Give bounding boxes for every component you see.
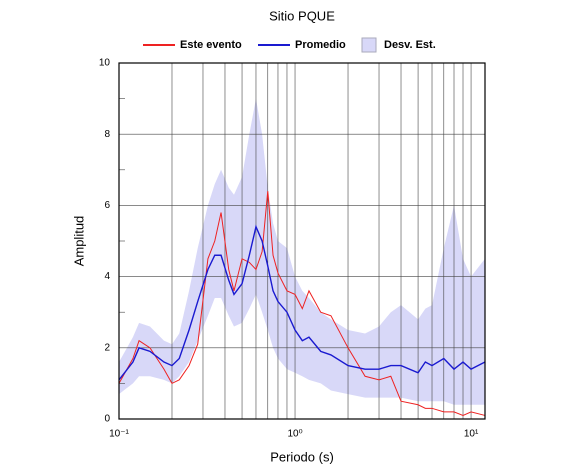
- y-tick-label: 2: [104, 342, 110, 353]
- series-line: [118, 191, 486, 416]
- y-tick-label: 10: [99, 58, 111, 69]
- y-axis-label: Amplitud: [71, 216, 86, 267]
- x-axis-label: Periodo (s): [270, 449, 334, 464]
- x-tick-label: 10¹: [464, 429, 479, 440]
- series-line: [118, 224, 486, 381]
- std-band: [119, 98, 485, 405]
- chart-title: Sitio PQUE: [269, 8, 335, 23]
- legend-label: Este evento: [180, 39, 242, 51]
- y-tick-label: 8: [104, 129, 110, 140]
- x-tick-label: 10⁰: [287, 429, 302, 440]
- y-tick-label: 6: [104, 200, 110, 211]
- legend-label: Desv. Est.: [384, 39, 436, 51]
- legend-label: Promedio: [295, 39, 346, 51]
- y-tick-label: 4: [104, 271, 110, 282]
- x-tick-label: 10⁻¹: [109, 429, 129, 440]
- legend-swatch: [361, 37, 377, 53]
- y-tick-label: 0: [104, 414, 110, 425]
- plot-frame: [118, 62, 486, 420]
